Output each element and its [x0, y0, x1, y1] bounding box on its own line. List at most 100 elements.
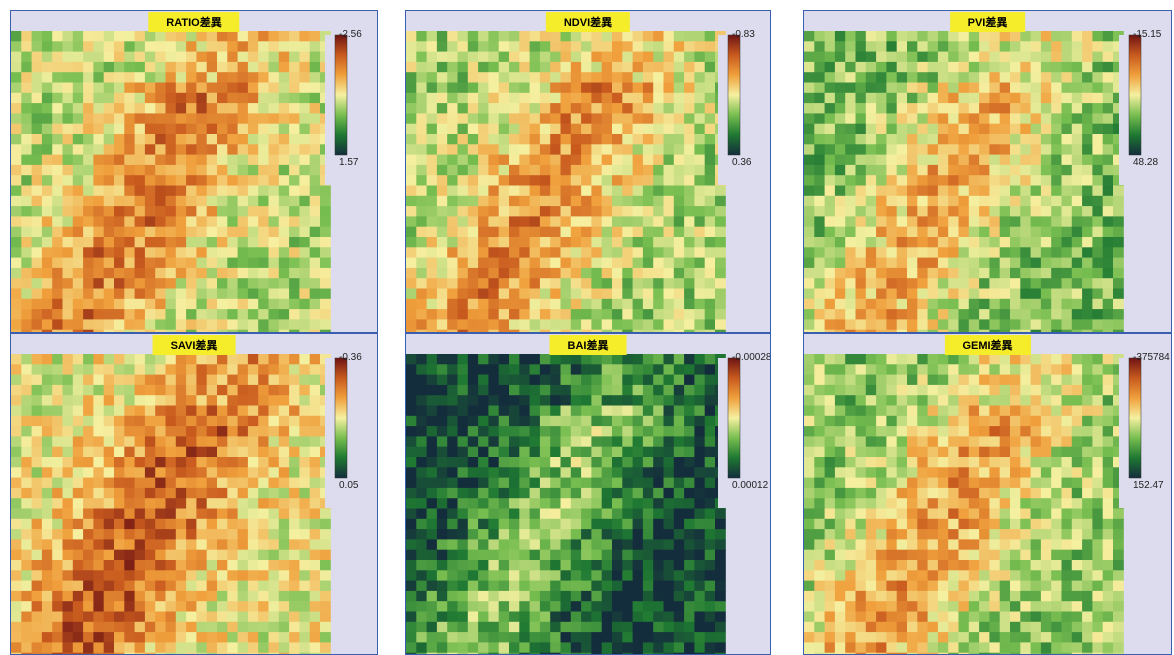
raster-cell: [581, 539, 592, 550]
raster-cell: [1010, 155, 1021, 166]
raster-cell: [856, 41, 867, 52]
raster-cell: [938, 31, 949, 42]
raster-cell: [196, 319, 207, 330]
raster-cell: [124, 289, 135, 300]
raster-cell: [468, 258, 479, 269]
raster-cell: [519, 509, 530, 520]
raster-cell: [674, 632, 685, 643]
raster-cell: [458, 529, 469, 540]
raster-cell: [519, 375, 530, 386]
raster-cell: [207, 309, 218, 320]
raster-cell: [612, 529, 623, 540]
raster-cell: [509, 539, 520, 550]
raster-cell: [124, 227, 135, 238]
raster-cell: [458, 622, 469, 633]
raster-cell: [238, 258, 249, 269]
raster-cell: [83, 175, 94, 186]
raster-cell: [416, 539, 427, 550]
raster-cell: [196, 52, 207, 63]
raster-cell: [437, 591, 448, 602]
raster-cell: [217, 175, 228, 186]
raster-cell: [928, 186, 939, 197]
raster-cell: [989, 406, 1000, 417]
raster-cell: [73, 622, 84, 633]
raster-cell: [135, 581, 146, 592]
raster-cell: [1062, 406, 1073, 417]
raster-cell: [530, 416, 541, 427]
raster-cell: [876, 52, 887, 63]
raster-cell: [602, 406, 613, 417]
raster-cell: [166, 309, 177, 320]
raster-cell: [928, 354, 939, 365]
raster-cell: [602, 509, 613, 520]
raster-cell: [186, 416, 197, 427]
raster-cell: [258, 395, 269, 406]
raster-cell: [591, 72, 602, 83]
raster-cell: [653, 155, 664, 166]
raster-cell: [612, 83, 623, 94]
raster-cell: [928, 83, 939, 94]
raster-cell: [814, 124, 825, 135]
raster-cell: [289, 175, 300, 186]
raster-cell: [11, 278, 22, 289]
raster-cell: [186, 498, 197, 509]
raster-cell: [427, 103, 438, 114]
raster-cell: [145, 436, 156, 447]
raster-cell: [32, 62, 43, 73]
raster-cell: [248, 601, 259, 612]
raster-cell: [959, 364, 970, 375]
raster-cell: [581, 498, 592, 509]
raster-cell: [1092, 447, 1103, 458]
raster-cell: [258, 498, 269, 509]
raster-cell: [135, 591, 146, 602]
raster-cell: [825, 406, 836, 417]
raster-cell: [643, 632, 654, 643]
raster-cell: [1000, 52, 1011, 63]
raster-cell: [664, 289, 675, 300]
raster-cell: [238, 309, 249, 320]
raster-cell: [643, 642, 654, 653]
raster-cell: [928, 309, 939, 320]
raster-cell: [715, 622, 726, 633]
raster-cell: [1103, 83, 1114, 94]
raster-cell: [248, 93, 259, 104]
raster-cell: [83, 72, 94, 83]
raster-cell: [633, 488, 644, 499]
raster-cell: [42, 227, 53, 238]
raster-cell: [715, 509, 726, 520]
raster-cell: [1031, 134, 1042, 145]
raster-cell: [1041, 299, 1052, 310]
raster-cell: [155, 416, 166, 427]
raster-cell: [866, 426, 877, 437]
raster-cell: [917, 62, 928, 73]
raster-cell: [427, 206, 438, 217]
raster-cell: [969, 289, 980, 300]
raster-cell: [427, 570, 438, 581]
raster-cell: [124, 612, 135, 623]
raster-cell: [622, 591, 633, 602]
raster-cell: [928, 103, 939, 114]
raster-cell: [458, 227, 469, 238]
raster-cell: [550, 539, 561, 550]
raster-cell: [1041, 103, 1052, 114]
raster-cell: [989, 103, 1000, 114]
raster-cell: [835, 258, 846, 269]
raster-cell: [468, 206, 479, 217]
raster-cell: [715, 591, 726, 602]
raster-cell: [530, 144, 541, 155]
raster-cell: [447, 227, 458, 238]
raster-cell: [42, 436, 53, 447]
raster-cell: [694, 299, 705, 310]
raster-cell: [540, 519, 551, 530]
raster-cell: [135, 612, 146, 623]
raster-cell: [694, 175, 705, 186]
raster-cell: [530, 227, 541, 238]
raster-cell: [907, 406, 918, 417]
raster-cell: [664, 416, 675, 427]
raster-cell: [427, 509, 438, 520]
raster-cell: [32, 467, 43, 478]
raster-cell: [825, 395, 836, 406]
raster-cell: [320, 278, 331, 289]
raster-cell: [959, 385, 970, 396]
raster-cell: [684, 426, 695, 437]
